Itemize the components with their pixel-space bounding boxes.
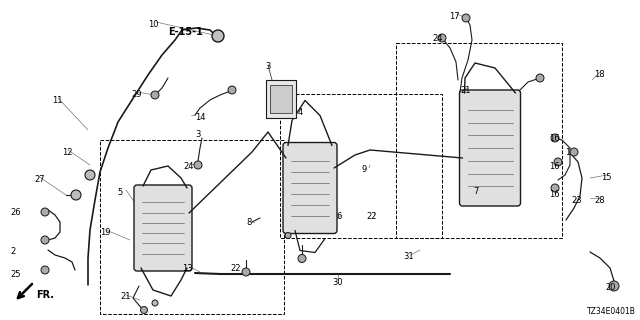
Circle shape xyxy=(551,134,559,142)
Text: 1: 1 xyxy=(565,148,570,157)
Bar xyxy=(100,140,284,314)
Text: 22: 22 xyxy=(366,212,376,221)
Circle shape xyxy=(85,170,95,180)
Text: 18: 18 xyxy=(594,70,605,79)
Circle shape xyxy=(194,161,202,169)
Circle shape xyxy=(536,74,544,82)
Text: 3: 3 xyxy=(265,62,270,71)
Circle shape xyxy=(152,300,158,306)
Text: 9: 9 xyxy=(361,165,366,174)
Text: 13: 13 xyxy=(182,264,193,273)
Text: 7: 7 xyxy=(473,187,478,196)
Text: 8: 8 xyxy=(246,218,252,227)
Circle shape xyxy=(41,208,49,216)
Circle shape xyxy=(551,184,559,192)
Text: 4: 4 xyxy=(298,108,303,117)
Circle shape xyxy=(41,236,49,244)
FancyBboxPatch shape xyxy=(460,90,520,206)
Text: 12: 12 xyxy=(62,148,72,157)
Circle shape xyxy=(41,266,49,274)
Text: 30: 30 xyxy=(332,278,342,287)
FancyBboxPatch shape xyxy=(283,142,337,234)
Bar xyxy=(270,85,292,113)
Text: 17: 17 xyxy=(449,12,460,21)
Text: 21: 21 xyxy=(120,292,131,301)
Circle shape xyxy=(212,30,224,42)
Text: FR.: FR. xyxy=(36,290,54,300)
Text: 27: 27 xyxy=(34,175,45,184)
Circle shape xyxy=(438,34,446,42)
Text: 16: 16 xyxy=(549,162,559,171)
Circle shape xyxy=(285,233,291,238)
Bar xyxy=(266,80,296,118)
Text: 2: 2 xyxy=(10,247,15,256)
Text: 23: 23 xyxy=(571,196,582,205)
Text: 3: 3 xyxy=(195,130,200,139)
Circle shape xyxy=(554,158,562,166)
Text: 25: 25 xyxy=(10,270,20,279)
Text: TZ34E0401B: TZ34E0401B xyxy=(587,307,636,316)
Text: 22: 22 xyxy=(230,264,241,273)
Text: 15: 15 xyxy=(601,173,611,182)
Circle shape xyxy=(242,268,250,276)
Text: 24: 24 xyxy=(432,34,442,43)
Text: 14: 14 xyxy=(195,113,205,122)
Text: 10: 10 xyxy=(148,20,159,29)
Text: 11: 11 xyxy=(52,96,63,105)
Text: E-15-1: E-15-1 xyxy=(168,27,203,37)
Text: 16: 16 xyxy=(549,134,559,143)
Text: 21: 21 xyxy=(460,86,470,95)
Text: 5: 5 xyxy=(117,188,122,197)
Circle shape xyxy=(570,148,578,156)
Circle shape xyxy=(141,307,147,314)
Text: 16: 16 xyxy=(549,190,559,199)
Circle shape xyxy=(462,14,470,22)
Bar xyxy=(396,43,562,238)
Circle shape xyxy=(228,86,236,94)
Text: 29: 29 xyxy=(131,90,141,99)
Circle shape xyxy=(609,281,619,291)
Text: 19: 19 xyxy=(100,228,111,237)
FancyBboxPatch shape xyxy=(134,185,192,271)
Circle shape xyxy=(71,190,81,200)
Bar xyxy=(280,94,442,238)
Text: 31: 31 xyxy=(403,252,413,261)
Text: 24: 24 xyxy=(183,162,193,171)
Text: 28: 28 xyxy=(594,196,605,205)
Text: 6: 6 xyxy=(336,212,341,221)
Text: 20: 20 xyxy=(605,283,616,292)
Text: 26: 26 xyxy=(10,208,20,217)
Circle shape xyxy=(298,254,306,262)
Circle shape xyxy=(151,91,159,99)
